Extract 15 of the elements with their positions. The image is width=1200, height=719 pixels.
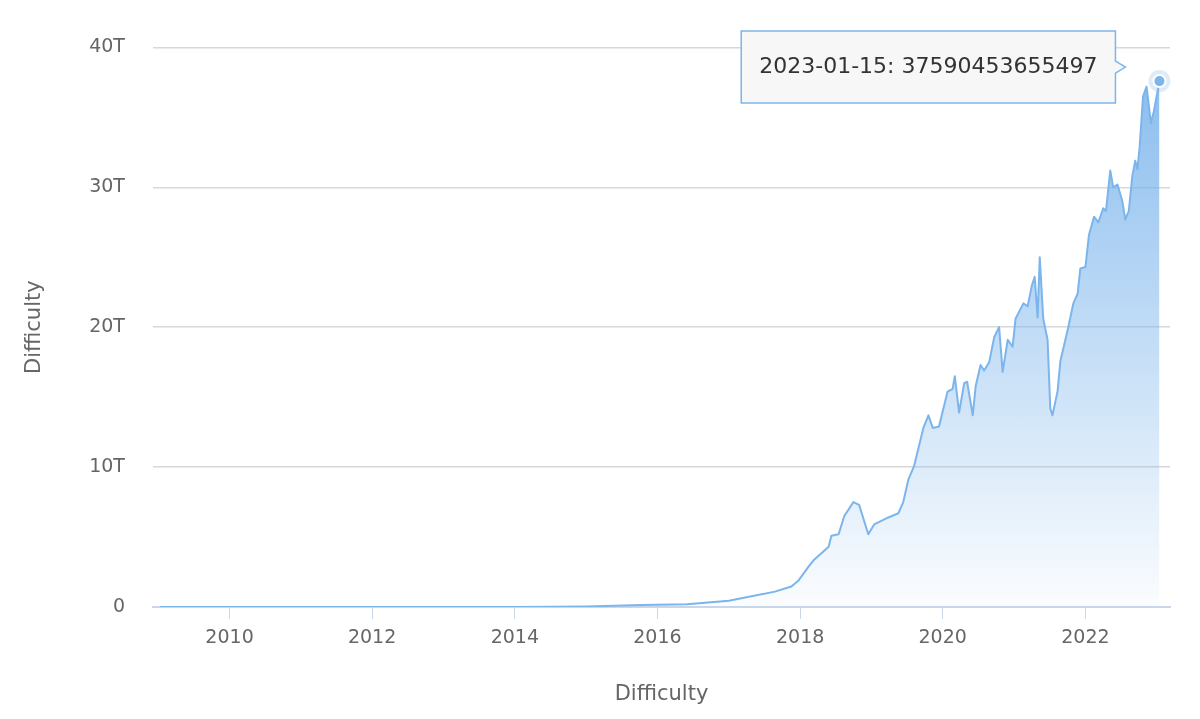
x-axis-title: Difficulty — [614, 680, 709, 705]
y-tick-label: 30T — [89, 174, 126, 197]
x-tick-label: 2016 — [633, 625, 682, 648]
y-tick-label: 10T — [89, 454, 126, 477]
x-tick-label: 2020 — [918, 625, 967, 648]
y-tick-label: 40T — [89, 34, 126, 57]
x-tick-label: 2010 — [205, 625, 254, 648]
x-tick-label: 2018 — [775, 625, 825, 648]
y-axis-title: Difficulty — [21, 280, 46, 375]
x-tick-label: 2012 — [347, 625, 397, 648]
x-tick-label: 2014 — [490, 625, 540, 648]
y-tick-label: 20T — [89, 314, 126, 337]
y-tick-label: 0 — [112, 593, 125, 616]
annotation: 2023-01-15: 37590453655497 — [759, 52, 1098, 78]
x-tick-label: 2022 — [1061, 625, 1110, 648]
